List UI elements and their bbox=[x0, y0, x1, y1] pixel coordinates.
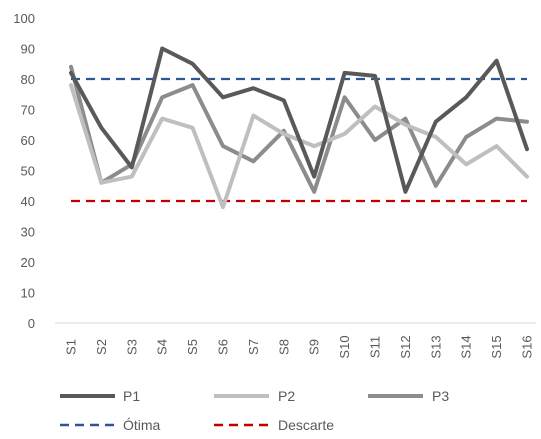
y-tick-label: 80 bbox=[21, 72, 35, 87]
x-tick-label: S5 bbox=[185, 339, 200, 355]
x-tick-label: S3 bbox=[124, 339, 139, 355]
legend-label-descarte: Descarte bbox=[278, 417, 334, 433]
x-tick-label: S8 bbox=[276, 339, 291, 355]
x-tick-label: S4 bbox=[155, 339, 170, 355]
y-tick-label: 90 bbox=[21, 42, 35, 57]
x-tick-label: S10 bbox=[337, 335, 352, 358]
series-line-p1 bbox=[69, 46, 529, 194]
x-tick-label: S14 bbox=[459, 335, 474, 358]
y-tick-label: 0 bbox=[28, 316, 35, 331]
x-tick-label: S7 bbox=[246, 339, 261, 355]
y-tick-label: 40 bbox=[21, 194, 35, 209]
legend-label--tima: Ótima bbox=[123, 417, 161, 433]
x-tick-label: S12 bbox=[398, 335, 413, 358]
axis-layer: 0 10 20 30 40 50 60 70 80 90 100 S1 S2 S3 S4 S5 S6 S7 S8 S9… bbox=[13, 11, 536, 359]
x-tick-label: S9 bbox=[307, 339, 322, 355]
x-tick-label: S2 bbox=[94, 339, 109, 355]
y-tick-label: 20 bbox=[21, 255, 35, 270]
y-tick-label: 60 bbox=[21, 133, 35, 148]
series-layer bbox=[69, 46, 529, 210]
legend-label-p3: P3 bbox=[432, 388, 449, 404]
y-tick-label: 30 bbox=[21, 225, 35, 240]
x-tick-label: S13 bbox=[428, 335, 443, 358]
y-tick-label: 100 bbox=[13, 11, 35, 26]
x-tick-label: S6 bbox=[216, 339, 231, 355]
x-tick-label: S16 bbox=[520, 335, 535, 358]
x-tick-label: S11 bbox=[368, 336, 383, 358]
legend: P1 P2 P3 Ótima Descarte bbox=[60, 388, 449, 433]
y-tick-label: 50 bbox=[21, 164, 35, 179]
x-tick-label: S15 bbox=[489, 335, 504, 358]
x-tick-label: S1 bbox=[64, 339, 79, 355]
series-line-p3 bbox=[69, 64, 529, 194]
y-tick-label: 10 bbox=[21, 286, 35, 301]
y-tick-label: 70 bbox=[21, 103, 35, 118]
legend-label-p2: P2 bbox=[278, 388, 295, 404]
legend-label-p1: P1 bbox=[123, 388, 140, 404]
